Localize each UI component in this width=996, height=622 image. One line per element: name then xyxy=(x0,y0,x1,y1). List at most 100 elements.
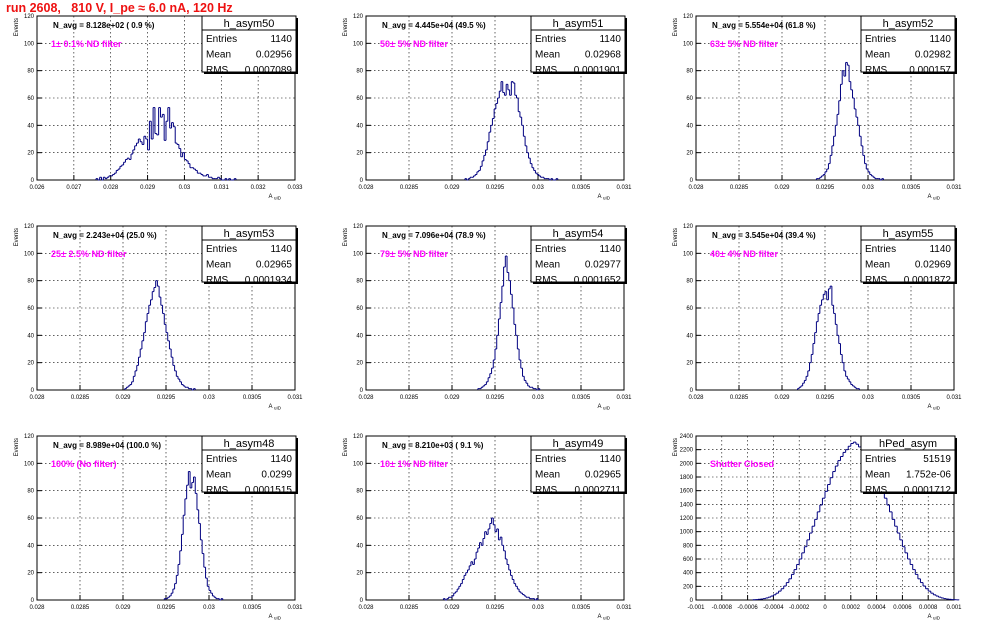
x-tick-label: 0.001 xyxy=(946,605,962,611)
x-tick-label: 0.029 xyxy=(140,185,156,191)
stat-label-mean: Mean xyxy=(535,260,560,271)
stat-label-rms: RMS xyxy=(865,65,888,76)
navg-label: N_avg = 5.554e+04 (61.8 %) xyxy=(712,21,816,30)
x-tick-label: 0.028 xyxy=(688,395,704,401)
x-tick-label: 0.031 xyxy=(946,395,962,401)
x-tick-label: 0.03 xyxy=(862,395,874,401)
panel-h_asym51: 0.028 0.0285 0.029 0.0295 0.03 0.0305 0.031 0 20… xyxy=(343,14,632,201)
stats-box: h_asym48 Entries 1140 Mean 0.0299 RMS 0.000151… xyxy=(201,435,298,496)
stat-value-mean: 0.02968 xyxy=(585,50,622,61)
stat-value-mean: 1.752e-06 xyxy=(906,470,951,481)
x-tick-label: 0.0305 xyxy=(572,395,591,401)
y-tick-label: 40 xyxy=(686,333,693,339)
stat-value-rms: 0.0001652 xyxy=(574,275,622,286)
x-tick-label: 0.0006 xyxy=(893,605,912,611)
filter-label: 50± 5% ND filter xyxy=(380,39,448,49)
y-tick-label: 20 xyxy=(27,151,34,157)
x-tick-label: 0.031 xyxy=(214,185,230,191)
stat-label-mean: Mean xyxy=(206,50,231,61)
x-tick-label: 0.028 xyxy=(29,605,45,611)
x-tick-label: 0.0285 xyxy=(730,395,749,401)
y-tick-label: 120 xyxy=(24,224,35,230)
y-axis-title: Events xyxy=(343,228,349,246)
x-tick-label: 0.029 xyxy=(444,605,460,611)
y-tick-label: 200 xyxy=(683,584,694,590)
x-tick-label: 0.0305 xyxy=(902,185,921,191)
stat-value-entries: 1140 xyxy=(270,454,292,465)
y-tick-label: 0 xyxy=(690,388,694,394)
histogram-name: h_asym51 xyxy=(553,18,604,30)
stat-value-entries: 1140 xyxy=(929,244,951,255)
stat-value-mean: 0.02956 xyxy=(256,50,293,61)
stat-value-entries: 1140 xyxy=(599,244,621,255)
filter-label: Shutter Closed xyxy=(710,459,774,469)
y-tick-label: 60 xyxy=(356,516,363,522)
y-tick-label: 100 xyxy=(353,41,364,47)
y-tick-label: 120 xyxy=(683,224,694,230)
y-tick-label: 60 xyxy=(356,306,363,312)
y-axis-title: Events xyxy=(14,438,20,456)
navg-label: N_avg = 8.989e+04 (100.0 %) xyxy=(53,441,161,450)
stat-value-rms: 0.0001515 xyxy=(245,485,293,496)
stats-box: h_asym50 Entries 1140 Mean 0.02956 RMS 0.00070… xyxy=(201,15,298,76)
panel-h_asym53: 0.028 0.0285 0.029 0.0295 0.03 0.0305 0.031 0 20… xyxy=(14,224,303,411)
stats-box: hPed_asym Entries 51519 Mean 1.752e-06 RMS 0.0… xyxy=(860,435,957,496)
y-tick-label: 80 xyxy=(27,69,34,75)
y-tick-label: 80 xyxy=(686,279,693,285)
histogram-name: h_asym49 xyxy=(553,438,604,450)
y-tick-label: 100 xyxy=(353,251,364,257)
y-tick-label: 80 xyxy=(27,279,34,285)
stat-label-mean: Mean xyxy=(535,50,560,61)
stat-value-entries: 51519 xyxy=(923,454,951,465)
panel-h_asym55: 0.028 0.0285 0.029 0.0295 0.03 0.0305 0.031 0 20… xyxy=(673,224,962,411)
y-tick-label: 80 xyxy=(356,279,363,285)
y-axis-title: Events xyxy=(673,438,679,456)
run-title: run 2608, 810 V, I_pe ≈ 6.0 nA, 120 Hz xyxy=(6,1,233,15)
y-tick-label: 20 xyxy=(356,151,363,157)
x-tick-label: 0.0285 xyxy=(400,185,419,191)
histogram-h_asym54 xyxy=(477,255,541,391)
y-tick-label: 0 xyxy=(31,598,35,604)
y-tick-label: 80 xyxy=(686,69,693,75)
x-tick-label: 0.0295 xyxy=(816,185,835,191)
y-tick-label: 100 xyxy=(683,41,694,47)
x-tick-label: 0.0004 xyxy=(867,605,886,611)
stats-box-frame xyxy=(860,435,956,493)
y-tick-label: 1400 xyxy=(680,502,694,508)
stat-value-rms: 0.0007089 xyxy=(245,65,293,76)
histogram-h_asym55 xyxy=(796,285,860,390)
y-tick-label: 80 xyxy=(356,489,363,495)
stat-label-entries: Entries xyxy=(865,454,896,465)
histogram-name: h_asym50 xyxy=(224,18,275,30)
y-axis-title: Events xyxy=(343,18,349,36)
y-axis-title: Events xyxy=(14,228,20,246)
y-tick-label: 1600 xyxy=(680,489,694,495)
y-tick-label: 0 xyxy=(31,388,35,394)
y-tick-label: 60 xyxy=(27,516,34,522)
x-tick-label: 0.03 xyxy=(532,185,544,191)
histogram-h_asym50 xyxy=(95,107,237,181)
x-tick-label: 0.031 xyxy=(287,395,303,401)
panel-h_asym52: 0.028 0.0285 0.029 0.0295 0.03 0.0305 0.031 0 20… xyxy=(673,14,962,201)
y-tick-label: 120 xyxy=(353,224,364,230)
stat-value-entries: 1140 xyxy=(599,34,621,45)
x-tick-label: 0.031 xyxy=(616,395,632,401)
stat-value-mean: 0.02965 xyxy=(256,260,293,271)
panel-h_asym48: 0.028 0.0285 0.029 0.0295 0.03 0.0305 0.031 0 20… xyxy=(14,434,303,621)
x-tick-label: -0.0008 xyxy=(712,605,733,611)
x-tick-label: -0.0006 xyxy=(737,605,758,611)
histogram-name: hPed_asym xyxy=(879,438,937,450)
y-tick-label: 100 xyxy=(24,251,35,257)
x-tick-label: 0.0295 xyxy=(486,395,505,401)
histogram-h_asym51 xyxy=(464,81,559,181)
x-tick-label: 0.028 xyxy=(103,185,119,191)
y-tick-label: 40 xyxy=(356,123,363,129)
